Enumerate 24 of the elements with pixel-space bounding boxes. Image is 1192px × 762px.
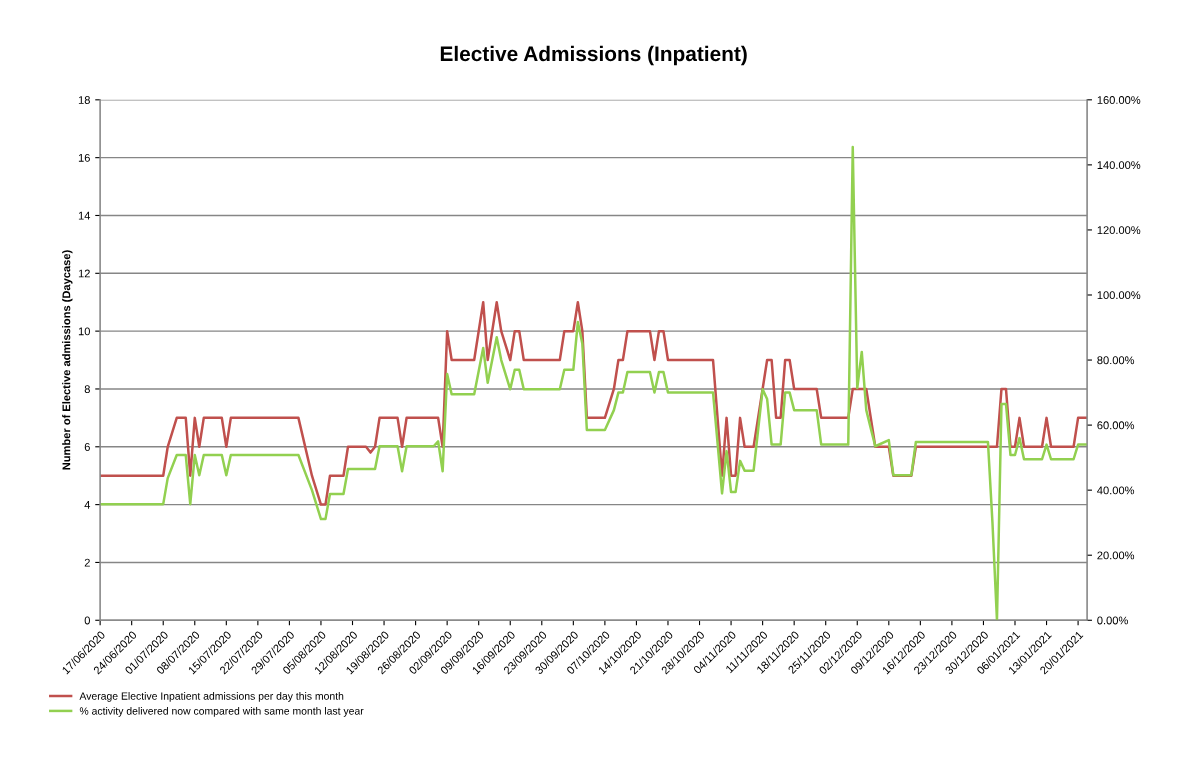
legend-label: % activity delivered now compared with same month last year bbox=[79, 707, 364, 717]
y-tick-label: 14 bbox=[78, 211, 91, 220]
y2-tick-label: 60.00% bbox=[1097, 421, 1135, 430]
y-tick-label: 6 bbox=[84, 443, 90, 451]
y2-tick-label: 20.00% bbox=[1097, 551, 1135, 560]
y2-tick-label: 80.00% bbox=[1097, 356, 1135, 365]
y2-tick-label: 40.00% bbox=[1097, 486, 1135, 495]
y-tick-label: 0 bbox=[84, 616, 90, 625]
line-series bbox=[100, 300, 1088, 506]
y-tick-label: 4 bbox=[84, 501, 91, 509]
y-tick-label: 8 bbox=[84, 385, 90, 394]
y-tick-label: 2 bbox=[84, 558, 90, 567]
y2-tick-label: 140.00% bbox=[1097, 161, 1141, 170]
y-tick-label: 16 bbox=[78, 153, 90, 162]
y-tick-label: 12 bbox=[78, 269, 90, 278]
y-tick-label: 10 bbox=[78, 327, 90, 336]
y-tick-label: 18 bbox=[78, 96, 90, 104]
y2-tick-label: 160.00% bbox=[1097, 96, 1141, 104]
y2-tick-label: 120.00% bbox=[1097, 226, 1141, 235]
y2-tick-label: 0.00% bbox=[1097, 616, 1128, 625]
y2-tick-label: 100.00% bbox=[1097, 291, 1141, 300]
y-axis-title: Number of Elective admissions (Daycase) bbox=[62, 250, 73, 470]
legend-label: Average Elective Inpatient admissions per day this month bbox=[79, 692, 344, 702]
chart-title: Elective Admissions (Inpatient) bbox=[440, 45, 747, 66]
